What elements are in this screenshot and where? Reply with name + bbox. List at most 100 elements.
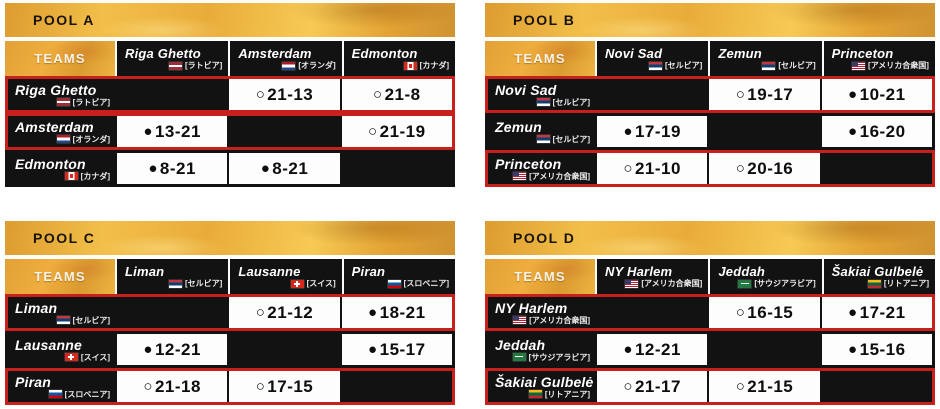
team-nationality: [セルビア] [495,135,590,144]
team-name: Zemun [718,46,762,61]
pool-title: POOL C [33,230,96,246]
score-cell: ● 8-21 [229,153,340,184]
win-mark-icon: ○ [255,378,266,395]
pool-header-row: TEAMS Novi Sad [セルビア] Zemun [セルビア] Princ… [485,41,935,76]
score-text: 16-15 [747,302,794,322]
pool-header-row: TEAMS Liman [セルビア] Lausanne [スイス] Piran … [5,259,455,294]
team-name: Šakiai Gulbelė [495,373,594,390]
match-row: Lausanne [スイス] ● 12-21 ● 15-17 [5,331,455,368]
flag-icon [290,279,304,288]
flag-icon [649,61,662,70]
flag-icon [282,61,296,70]
flag-icon [762,61,776,70]
country-label: [セルビア] [665,61,703,70]
opponent-header-cell: Edmonton [カナダ] [341,41,455,76]
country-label: [サウジアラビア] [528,352,590,362]
country-label: [オランダ] [72,134,110,144]
match-row: Šakiai Gulbelė [リトアニア] ○ 21-17 ○ 21-15 [485,368,935,405]
pool-c-section: POOL C TEAMS Liman [セルビア] Lausanne [スイス]… [5,221,455,405]
flag-icon [852,61,866,70]
country-label: [サウジアラビア] [754,279,816,288]
team-nationality: [セルビア] [15,316,110,325]
country-label: [スイス] [80,352,110,362]
team-nationality: [スイス] [238,279,336,288]
team-name: Lausanne [238,264,301,279]
country-label: [リトアニア] [544,389,590,399]
score-cell: ○ 17-15 [229,371,340,402]
pool-header-row: TEAMS NY Harlem [アメリカ合衆国] Jeddah [サウジアラビ… [485,259,935,294]
score-text: 21-8 [384,84,421,104]
score-text: 17-15 [267,376,314,396]
teams-header-label: TEAMS [34,51,86,66]
team-nationality: [アメリカ合衆国] [495,172,590,181]
team-nationality: [カナダ] [15,172,110,181]
flag-icon [536,98,550,106]
pool-b-section: POOL B TEAMS Novi Sad [セルビア] Zemun [セルビア… [485,3,935,187]
team-nationality: [セルビア] [125,279,222,288]
score-text: 21-19 [379,121,426,141]
match-row: Riga Ghetto [ラトビア] ○ 21-13 ○ 21-8 [5,76,455,113]
team-name: Amsterdam [238,46,312,61]
team-name: Jeddah [718,264,766,279]
row-team-cell: NY Harlem [アメリカ合衆国] [488,297,595,328]
opponent-header-cell: NY Harlem [アメリカ合衆国] [595,259,709,294]
self-cell [709,334,820,365]
score-cell: ● 17-19 [597,116,708,147]
row-team-cell: Piran [スロベニア] [8,371,115,402]
win-mark-icon: ○ [735,86,746,103]
loss-mark-icon: ● [148,160,158,177]
loss-mark-icon: ● [143,123,153,140]
self-cell [597,79,708,110]
match-row: Jeddah [サウジアラビア] ● 12-21 ● 15-16 [485,331,935,368]
score-cell: ● 12-21 [597,334,708,365]
flag-icon [169,279,182,288]
self-cell [117,297,228,328]
teams-header-cell: TEAMS [485,41,595,76]
score-cell: ● 10-21 [821,79,932,110]
team-name: Edmonton [351,46,418,61]
score-text: 20-16 [747,158,794,178]
score-text: 12-21 [154,339,201,359]
loss-mark-icon: ● [260,160,271,177]
team-name: Liman [15,299,58,316]
team-nationality: [リトアニア] [495,390,590,399]
team-nationality: [アメリカ合衆国] [832,61,929,70]
score-text: 19-17 [747,84,794,104]
opponent-header-cell: Jeddah [サウジアラビア] [708,259,822,294]
row-team-cell: Liman [セルビア] [8,297,115,328]
country-label: [アメリカ合衆国] [641,279,703,288]
country-label: [カナダ] [419,61,449,70]
teams-header-cell: TEAMS [5,41,115,76]
country-label: [セルビア] [185,279,223,288]
score-cell: ○ 21-13 [229,79,340,110]
score-text: 21-18 [154,376,201,396]
country-label: [スロベニア] [64,389,110,399]
team-nationality: [サウジアラビア] [718,279,816,288]
pool-title-bar: POOL A [5,3,455,37]
country-label: [アメリカ合衆国] [529,315,590,325]
self-cell [821,153,932,184]
team-nationality: [サウジアラビア] [495,353,590,362]
match-row: Liman [セルビア] ○ 21-12 ● 18-21 [5,294,455,331]
team-nationality: [セルビア] [495,98,590,107]
flag-icon [64,353,78,361]
win-mark-icon: ○ [623,378,633,395]
match-row: Princeton [アメリカ合衆国] ○ 21-10 ○ 20-16 [485,150,935,187]
score-text: 21-10 [634,158,681,178]
team-nationality: [スロベニア] [352,279,449,288]
win-mark-icon: ○ [255,86,266,103]
teams-header-label: TEAMS [514,269,566,284]
opponent-header-cell: Piran [スロベニア] [341,259,455,294]
score-cell: ● 15-17 [341,334,452,365]
score-text: 15-17 [379,339,426,359]
row-team-cell: Riga Ghetto [ラトビア] [8,79,115,110]
team-nationality: [リトアニア] [832,279,929,288]
row-team-cell: Lausanne [スイス] [8,334,115,365]
opponent-header-cell: Princeton [アメリカ合衆国] [821,41,935,76]
flag-icon [56,135,70,143]
row-team-cell: Novi Sad [セルビア] [488,79,595,110]
country-label: [ラトビア] [185,61,223,70]
flag-icon [536,135,550,143]
flag-icon [528,390,542,398]
row-team-cell: Edmonton [カナダ] [8,153,115,184]
